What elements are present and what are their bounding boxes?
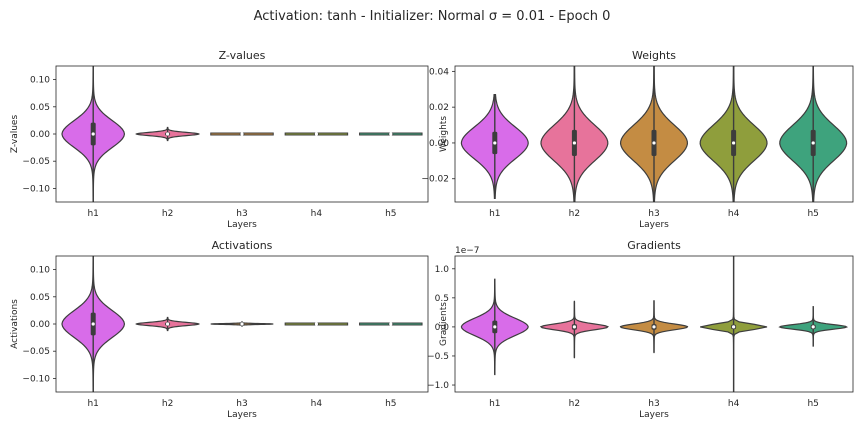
x-tick-label: h1 (87, 209, 98, 219)
median-dot-h3 (652, 141, 656, 145)
median-dot-h1 (493, 325, 497, 329)
median-dot-h2 (572, 141, 577, 145)
x-tick-label: h1 (489, 209, 500, 219)
subplot-title: Activations (212, 239, 273, 252)
x-tick-label: h2 (162, 399, 173, 409)
subplot-title: Z-values (219, 49, 266, 62)
x-tick-label: h5 (385, 209, 396, 219)
subplot-title: Gradients (627, 239, 681, 252)
median-dot-h3 (240, 322, 244, 326)
y-tick-label: 0.00 (30, 130, 50, 140)
y-tick-label: −0.5 (427, 352, 449, 362)
x-axis-label: Layers (227, 410, 257, 420)
x-tick-label: h5 (385, 399, 396, 409)
x-tick-label: h4 (728, 209, 740, 219)
y-tick-label: 0.5 (435, 294, 449, 304)
x-tick-label: h3 (236, 209, 247, 219)
x-tick-label: h4 (728, 399, 740, 409)
x-tick-label: h3 (648, 399, 659, 409)
axes-frame (55, 255, 429, 393)
x-tick-label: h1 (87, 399, 98, 409)
x-tick-label: h3 (236, 399, 247, 409)
subplot-title: Weights (632, 49, 676, 62)
y-tick-label: 1.0 (435, 265, 450, 275)
y-tick-label: −0.10 (22, 374, 50, 384)
violin-area (61, 66, 423, 202)
y-tick-label: 0.00 (429, 139, 449, 149)
y-axis-label: Gradients (439, 302, 449, 346)
y-tick-label: 0.10 (30, 266, 50, 276)
y-axis-label: Z-values (10, 115, 20, 154)
x-tick-label: h2 (162, 209, 173, 219)
median-dot-h1 (493, 141, 497, 145)
median-dot-h2 (166, 322, 170, 326)
median-dot-h5 (811, 325, 815, 329)
y-tick-label: −1.0 (427, 381, 449, 391)
median-dot-h4 (732, 141, 736, 145)
x-tick-label: h2 (569, 209, 580, 219)
y-tick-label: 0.05 (30, 293, 50, 303)
x-tick-label: h4 (311, 399, 323, 409)
axes-frame (55, 65, 429, 203)
y-tick-label: 0.05 (30, 103, 50, 113)
median-dot-h4 (314, 322, 318, 326)
x-axis-label: Layers (639, 410, 669, 420)
axis-offset-text: 1e−7 (455, 246, 480, 256)
median-dot-h2 (572, 325, 577, 329)
y-tick-label: −0.05 (22, 347, 50, 357)
violin-area (460, 66, 848, 202)
axes-frame (454, 65, 854, 203)
subplot-gradients: Gradients 1e−7 −1.0 −0.5 0.0 0.5 1.0 h1 h2 h3 h4 h5… (427, 239, 854, 420)
median-dot-h5 (811, 141, 815, 145)
x-tick-label: h5 (807, 209, 818, 219)
median-dot-h3 (240, 132, 244, 136)
median-dot-h4 (314, 132, 318, 136)
y-tick-label: 0.00 (30, 320, 50, 330)
subplot-weights: Weights −0.02 0.00 0.02 0.04 h1 h2 h3 h4 h5 Layers… (421, 49, 854, 230)
median-dot-h5 (389, 322, 393, 326)
violin-area (61, 256, 423, 392)
y-axis-label: Activations (10, 299, 20, 349)
y-tick-label: −0.10 (22, 184, 50, 194)
median-dot-h2 (166, 132, 170, 136)
x-tick-label: h3 (648, 209, 659, 219)
x-tick-label: h2 (569, 399, 580, 409)
median-dot-h5 (389, 132, 393, 136)
axes-frame (454, 255, 854, 393)
y-tick-label: 0.04 (429, 67, 449, 77)
subplot-activations: Activations −0.10 −0.05 0.00 0.05 0.10 h1 h2 h3 h… (10, 239, 429, 420)
subplot-z-values: Z-values −0.10 −0.05 0.00 0.05 0.10 h1 h2 h3 h4 h5… (10, 49, 429, 230)
x-axis-label: Layers (227, 220, 257, 230)
y-tick-label: −0.05 (22, 157, 50, 167)
figure-title: Activation: tanh - Initializer: Normal σ… (253, 9, 611, 24)
y-tick-label: 0.0 (435, 323, 450, 333)
y-tick-label: 0.02 (429, 103, 449, 113)
median-dot-h1 (91, 322, 95, 326)
y-tick-label: −0.02 (421, 175, 449, 185)
x-tick-label: h1 (489, 399, 500, 409)
median-dot-h3 (652, 325, 656, 329)
y-tick-label: 0.10 (30, 76, 50, 86)
y-axis-label: Weights (439, 116, 449, 152)
median-dot-h4 (732, 325, 736, 329)
x-tick-label: h5 (807, 399, 818, 409)
median-dot-h1 (91, 132, 95, 136)
x-tick-label: h4 (311, 209, 323, 219)
violin-area (460, 256, 849, 392)
x-axis-label: Layers (639, 220, 669, 230)
